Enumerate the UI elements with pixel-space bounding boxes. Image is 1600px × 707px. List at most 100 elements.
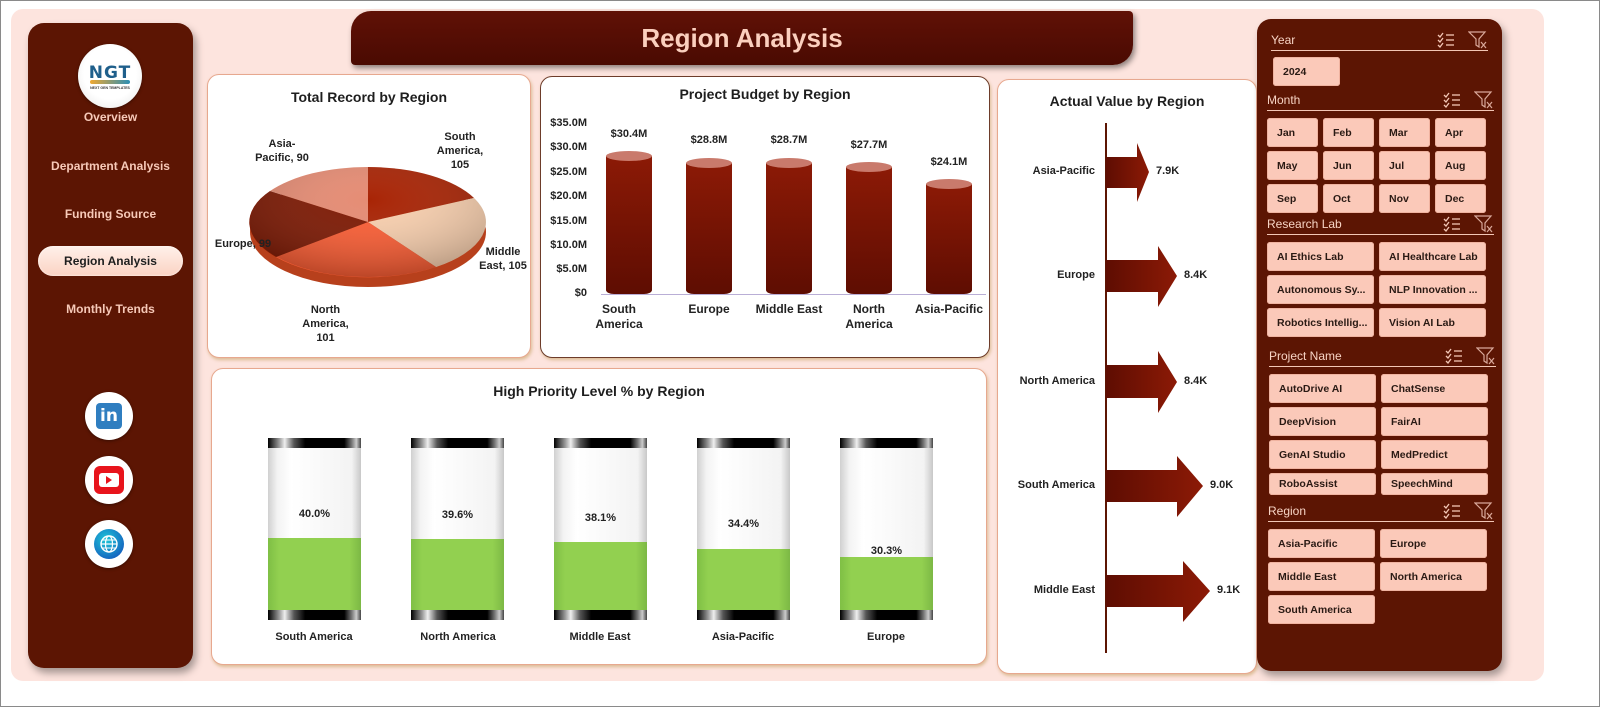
slicer-chip-month[interactable]: Jul (1379, 151, 1430, 180)
slicer-chip-month[interactable]: May (1267, 151, 1318, 180)
battery-south-america: 40.0% (268, 438, 361, 620)
youtube-button[interactable] (85, 456, 133, 504)
arrow-label: South America (1017, 479, 1095, 491)
slicer-chip-region[interactable]: North America (1380, 562, 1487, 591)
bar-europe (686, 158, 732, 294)
x-label: South America (595, 302, 643, 331)
battery-value: 40.0% (298, 508, 331, 520)
high-priority-chart-card: High Priority Level % by Region 40.0% So… (211, 368, 987, 665)
linkedin-button[interactable]: in (85, 392, 133, 440)
chart-title: Total Record by Region (290, 89, 448, 105)
sidebar-item-overview[interactable]: Overview (83, 110, 138, 124)
page-title-banner: Region Analysis (351, 11, 1133, 65)
arrow-south-america (1106, 456, 1203, 517)
slicer-chip-research-lab[interactable]: Robotics Intellig... (1267, 308, 1374, 337)
chart-title: High Priority Level % by Region (493, 383, 705, 399)
pie-label-middle-east: Middle East, 105 (479, 246, 527, 272)
bar-value-label: $30.4M (610, 128, 648, 140)
arrow-label: Europe (1057, 269, 1095, 281)
ngt-logo: NGT NEXT GEN TEMPLATES (78, 44, 142, 108)
bar-value-label: $27.7M (850, 139, 888, 151)
bar-south-america (606, 151, 652, 294)
slicer-chip-month[interactable]: Dec (1435, 184, 1486, 213)
battery-label: Europe (867, 631, 905, 643)
multi-select-icon[interactable] (1442, 91, 1462, 109)
slicer-chip-region[interactable]: Middle East (1268, 562, 1375, 591)
logo-subtitle: NEXT GEN TEMPLATES (90, 85, 130, 90)
sidebar-item-region-analysis[interactable]: Region Analysis (38, 246, 183, 276)
y-tick: $25.0M (550, 166, 587, 178)
pie-label-north-america: North America, 101 (302, 304, 349, 344)
slicer-chip-month[interactable]: Apr (1435, 118, 1486, 147)
slicer-chip-month[interactable]: Oct (1323, 184, 1374, 213)
slicer-chip-month[interactable]: Mar (1379, 118, 1430, 147)
clear-filter-icon[interactable] (1474, 214, 1494, 233)
arrow-value: 9.0K (1210, 479, 1234, 491)
slicer-chip-year-2024[interactable]: 2024 (1273, 57, 1340, 86)
actual-value-chart-card: Actual Value by Region Asia-Pacific 7.9K… (997, 79, 1257, 674)
slicer-chip-month[interactable]: Feb (1323, 118, 1374, 147)
multi-select-icon[interactable] (1442, 215, 1462, 233)
arrow-north-america (1106, 351, 1177, 413)
arrow-bars (1106, 143, 1210, 622)
globe-icon (94, 529, 124, 559)
battery-label: South America (275, 631, 353, 643)
slicer-chip-month[interactable]: Aug (1435, 151, 1486, 180)
battery-asia-pacific: 34.4% (697, 438, 790, 620)
logo-swoosh-icon (90, 79, 130, 84)
clear-filter-icon[interactable] (1474, 501, 1494, 520)
battery-value: 39.6% (441, 509, 474, 521)
slicer-header-region: Region (1268, 500, 1494, 522)
bar-north-america (846, 162, 892, 294)
slicer-chip-month[interactable]: Jun (1323, 151, 1374, 180)
slicer-chip-project[interactable]: AutoDrive AI (1269, 374, 1376, 403)
page-title: Region Analysis (641, 22, 843, 53)
slicer-chip-region[interactable]: Asia-Pacific (1268, 529, 1375, 558)
slicer-chip-research-lab[interactable]: AI Healthcare Lab (1379, 242, 1486, 271)
slicer-header-project-name: Project Name (1269, 345, 1496, 367)
battery-value: 38.1% (584, 512, 617, 524)
battery-value: 30.3% (870, 545, 903, 557)
slicer-chip-project[interactable]: FairAI (1381, 407, 1488, 436)
slicer-chip-month[interactable]: Nov (1379, 184, 1430, 213)
battery-middle-east: 38.1% (554, 438, 647, 620)
clear-filter-icon[interactable] (1468, 30, 1488, 49)
slicer-chip-research-lab[interactable]: AI Ethics Lab (1267, 242, 1374, 271)
y-tick: $0 (574, 287, 587, 299)
slicer-chip-project[interactable]: SpeechMind (1381, 473, 1488, 495)
slicer-chip-month[interactable]: Sep (1267, 184, 1318, 213)
y-tick: $5.0M (556, 263, 587, 275)
project-budget-chart-card: Project Budget by Region $35.0M $30.0M $… (540, 76, 990, 358)
multi-select-icon[interactable] (1444, 347, 1464, 365)
y-tick: $10.0M (550, 239, 587, 251)
y-tick: $20.0M (550, 190, 587, 202)
bar-middle-east (766, 158, 812, 294)
slicer-chip-project[interactable]: ChatSense (1381, 374, 1488, 403)
sidebar-item-funding-source[interactable]: Funding Source (64, 207, 157, 221)
slicer-chip-project[interactable]: RoboAssist (1269, 473, 1376, 495)
clear-filter-icon[interactable] (1476, 346, 1496, 365)
bar-value-label: $28.7M (770, 134, 808, 146)
website-button[interactable] (85, 520, 133, 568)
pie-chart (249, 166, 486, 287)
slicer-chip-project[interactable]: GenAI Studio (1269, 440, 1376, 469)
arrow-value: 9.1K (1217, 584, 1241, 596)
slicer-chip-research-lab[interactable]: Autonomous Sy... (1267, 275, 1374, 304)
slicer-chip-research-lab[interactable]: Vision AI Lab (1379, 308, 1486, 337)
arrow-middle-east (1106, 561, 1210, 622)
sidebar-item-department-analysis[interactable]: Department Analysis (51, 159, 170, 173)
battery-label: Middle East (569, 631, 631, 643)
slicer-chip-month[interactable]: Jan (1267, 118, 1318, 147)
slicer-chip-project[interactable]: MedPredict (1381, 440, 1488, 469)
arrow-europe (1106, 246, 1177, 307)
multi-select-icon[interactable] (1436, 31, 1456, 49)
slicer-chip-region[interactable]: Europe (1380, 529, 1487, 558)
slicer-chip-region[interactable]: South America (1268, 595, 1375, 624)
slicer-chip-project[interactable]: DeepVision (1269, 407, 1376, 436)
arrow-value: 8.4K (1184, 269, 1208, 281)
x-axis-line (601, 294, 986, 295)
slicer-chip-research-lab[interactable]: NLP Innovation ... (1379, 275, 1486, 304)
clear-filter-icon[interactable] (1474, 90, 1494, 109)
multi-select-icon[interactable] (1442, 502, 1462, 520)
sidebar-item-monthly-trends[interactable]: Monthly Trends (66, 302, 155, 316)
